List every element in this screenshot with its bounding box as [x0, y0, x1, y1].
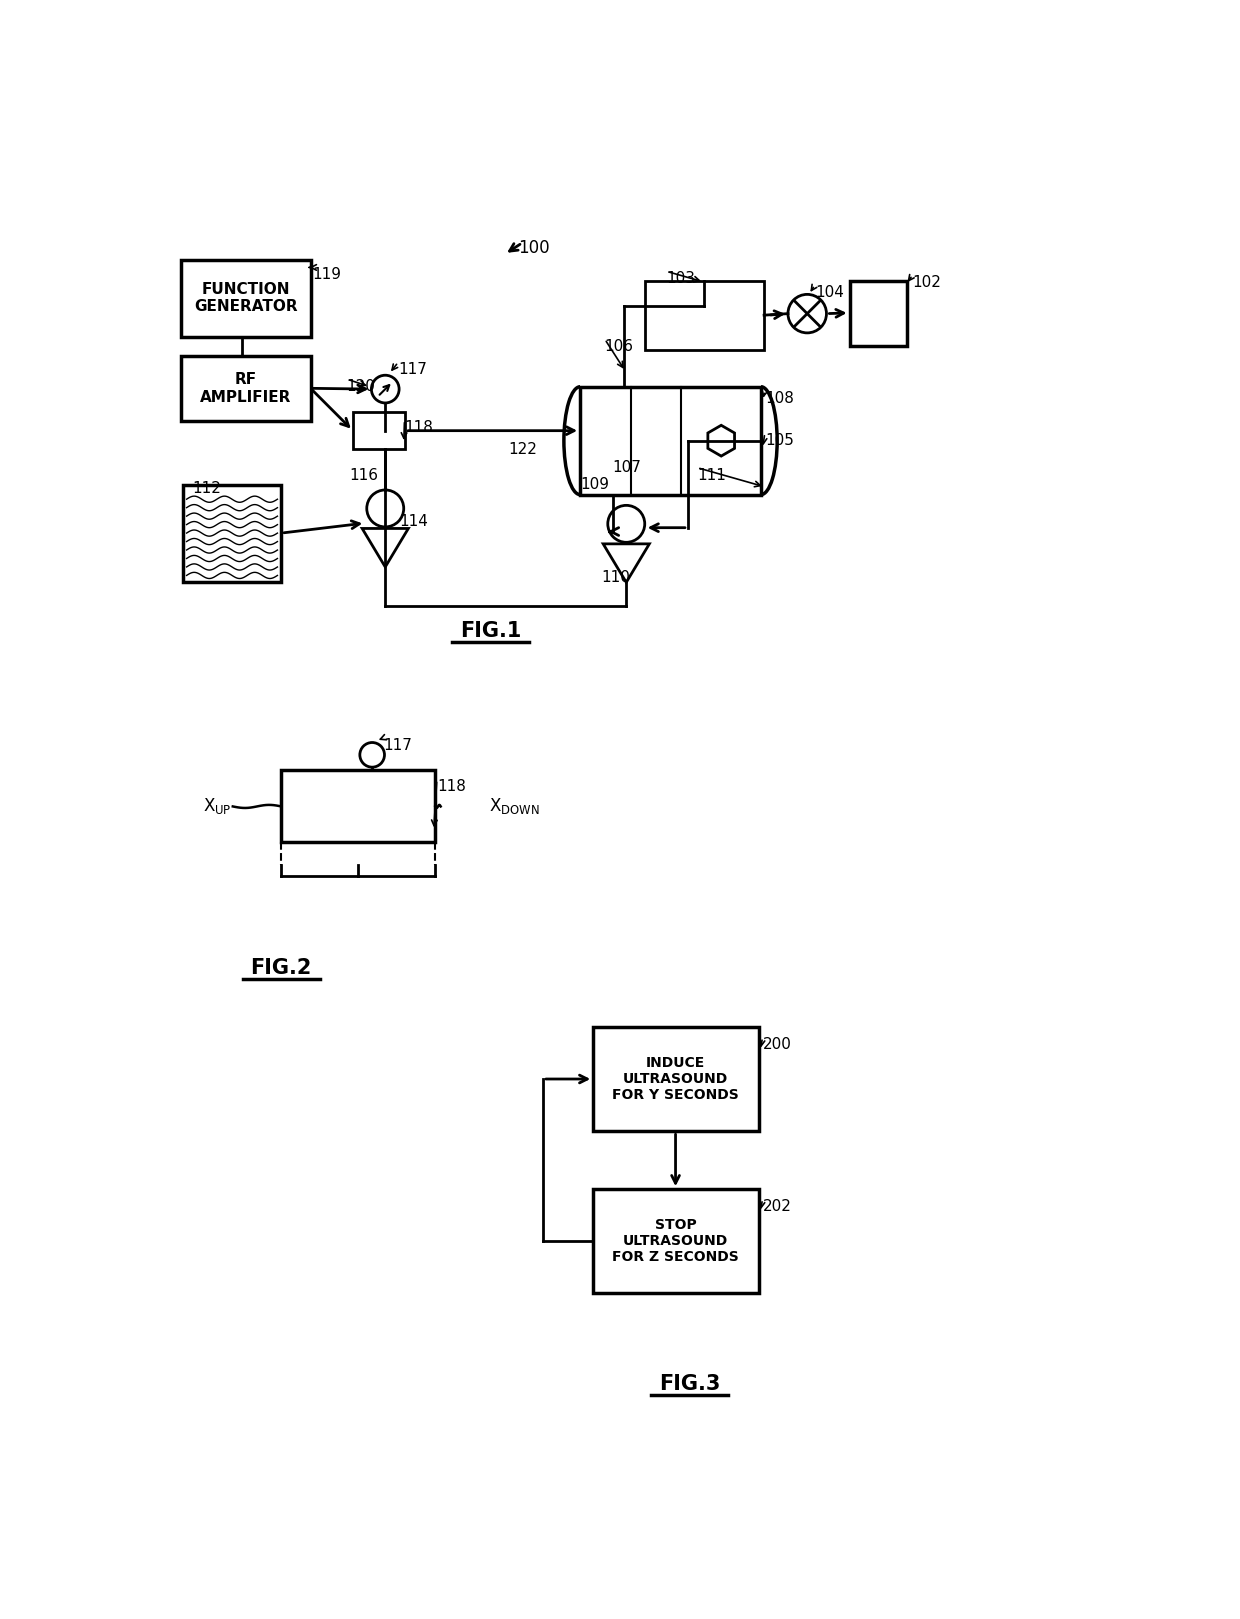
Text: 117: 117	[398, 363, 428, 377]
Bar	[281, 771, 435, 842]
Text: RF
AMPLIFIER: RF AMPLIFIER	[200, 372, 291, 405]
Text: 117: 117	[383, 738, 413, 753]
Text: INDUCE
ULTRASOUND
FOR Y SECONDS: INDUCE ULTRASOUND FOR Y SECONDS	[613, 1056, 739, 1103]
Text: 111: 111	[697, 468, 725, 482]
Text: 114: 114	[399, 513, 428, 529]
Text: 105: 105	[765, 432, 794, 448]
Text: 120: 120	[347, 379, 376, 393]
Bar	[849, 280, 908, 346]
Text: FIG.3: FIG.3	[658, 1375, 720, 1394]
Text: 102: 102	[913, 275, 941, 290]
Text: 112: 112	[192, 481, 222, 495]
Bar	[580, 387, 761, 494]
Bar	[181, 356, 310, 421]
Text: FIG.2: FIG.2	[250, 958, 312, 978]
Text: 200: 200	[763, 1038, 791, 1052]
Text: STOP
ULTRASOUND
FOR Z SECONDS: STOP ULTRASOUND FOR Z SECONDS	[613, 1217, 739, 1264]
Bar	[182, 486, 281, 581]
Bar	[593, 1188, 759, 1294]
Bar	[181, 259, 310, 337]
Text: 109: 109	[580, 478, 609, 492]
Bar	[353, 413, 405, 448]
Text: 110: 110	[601, 570, 630, 584]
Text: 104: 104	[815, 285, 843, 300]
Text: 118: 118	[436, 779, 466, 795]
Circle shape	[787, 295, 826, 334]
Text: 118: 118	[404, 419, 433, 436]
Text: 108: 108	[765, 390, 794, 406]
Bar	[645, 280, 764, 350]
Text: FIG.1: FIG.1	[460, 620, 522, 641]
Circle shape	[360, 743, 384, 767]
Circle shape	[372, 376, 399, 403]
Text: 107: 107	[613, 460, 641, 474]
Text: 106: 106	[605, 338, 634, 355]
Text: 116: 116	[350, 468, 378, 482]
Circle shape	[367, 491, 404, 526]
Bar	[593, 1028, 759, 1132]
Text: 119: 119	[312, 267, 341, 282]
Text: 100: 100	[518, 240, 551, 257]
Text: FUNCTION
GENERATOR: FUNCTION GENERATOR	[195, 282, 298, 314]
Text: X$_{\mathrm{UP}}$: X$_{\mathrm{UP}}$	[202, 797, 231, 816]
Text: 202: 202	[763, 1200, 791, 1214]
Text: X$_{\mathrm{DOWN}}$: X$_{\mathrm{DOWN}}$	[490, 797, 539, 816]
Circle shape	[608, 505, 645, 542]
Text: 103: 103	[666, 272, 696, 287]
Text: 122: 122	[508, 442, 537, 457]
